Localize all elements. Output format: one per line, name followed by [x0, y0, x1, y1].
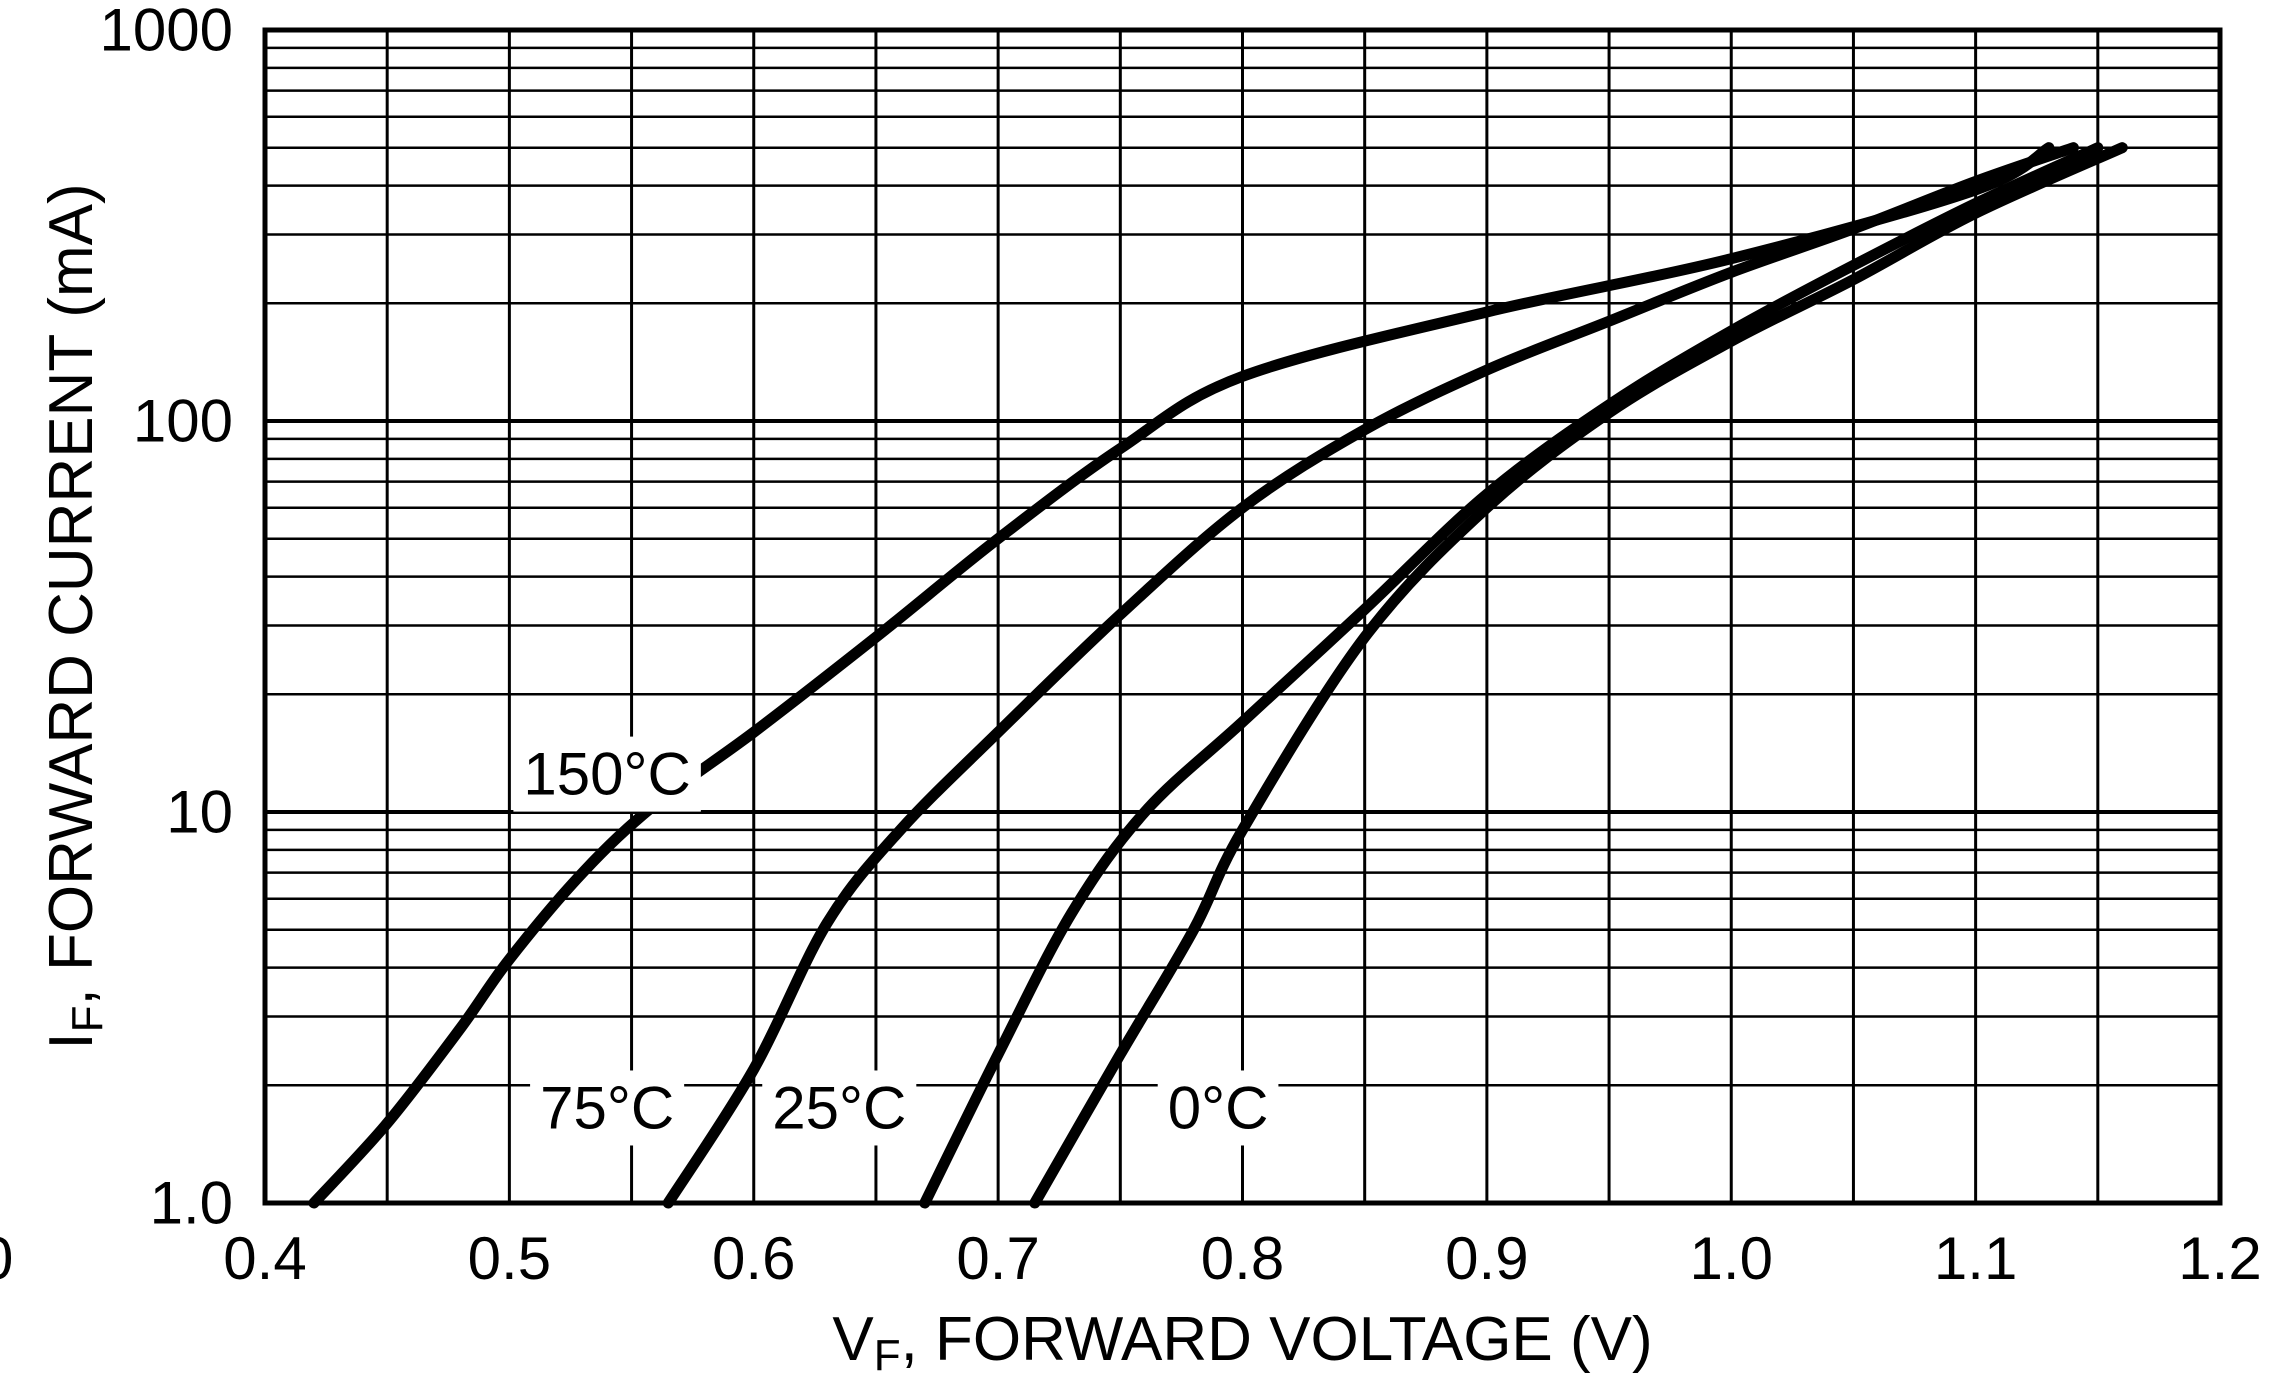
series-line-2 — [919, 142, 2104, 1209]
series-line-3 — [1029, 142, 2128, 1209]
curve-labels: 150°C 75°C 25°C 0°C — [513, 736, 1279, 1146]
curve-label-text: 0°C — [1168, 1074, 1269, 1141]
curve-label-bg — [1157, 1070, 1279, 1146]
x-tick-label: 1.0 — [1690, 1225, 1773, 1292]
y-tick-labels: 1.0 10 100 1000 — [100, 0, 233, 1237]
curve-label-text: 75°C — [540, 1074, 674, 1141]
curve-label-bg — [513, 736, 701, 812]
x-tick-label: 0.9 — [1445, 1225, 1528, 1292]
x-tick-labels: 0.4 0.5 0.6 0.7 0.8 0.9 1.0 1.1 1.2 — [223, 1225, 2261, 1292]
y-tick-label: 100 — [133, 388, 233, 455]
curve-label-bg — [762, 1070, 917, 1146]
series-line-0 — [308, 142, 2055, 1209]
curve-label: 150°C — [513, 736, 701, 812]
plot-frame — [262, 27, 2223, 1206]
y-tick-label: 1.0 — [150, 1170, 233, 1237]
x-tick-label: 0.5 — [468, 1225, 551, 1292]
x-tick-label: 0.6 — [712, 1225, 795, 1292]
series-line-1 — [662, 142, 2079, 1209]
y-tick-label: 10 — [166, 779, 233, 846]
curve-label-text: 25°C — [772, 1074, 906, 1141]
curve-label: 25°C — [762, 1070, 917, 1146]
curve-label-bg — [530, 1070, 685, 1146]
x-tick-label: 1.2 — [2178, 1225, 2261, 1292]
x-axis-title: VF, FORWARD VOLTAGE (V) — [832, 1305, 1652, 1374]
y-axis-title: IF, FORWARD CURRENT (mA) — [37, 183, 112, 1049]
curve-label: 75°C — [530, 1070, 685, 1146]
x-tick-label: 0.8 — [1201, 1225, 1284, 1292]
y-tick-label: 1000 — [100, 0, 233, 64]
x-tick-label: 0.7 — [956, 1225, 1039, 1292]
x-tick-label: 1.1 — [1934, 1225, 2017, 1292]
curve-label-text: 150°C — [523, 741, 690, 808]
curve-label: 0°C — [1157, 1070, 1279, 1146]
x-tick-label-extra: 0 — [0, 1225, 13, 1292]
x-tick-label: 0.4 — [223, 1225, 306, 1292]
curves — [308, 142, 2128, 1209]
